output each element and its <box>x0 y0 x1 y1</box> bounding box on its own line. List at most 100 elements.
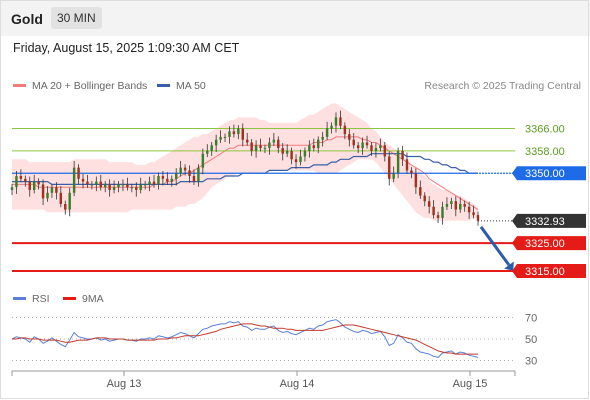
candle <box>294 159 298 163</box>
candle <box>201 153 205 168</box>
candle <box>254 145 258 151</box>
candle <box>19 176 23 179</box>
candle <box>290 150 293 160</box>
candle <box>383 145 387 157</box>
legend-bollinger: MA 20 + Bollinger Bands <box>13 80 147 92</box>
rsi-tick-label: 30 <box>525 356 537 368</box>
candle <box>459 203 462 210</box>
candle <box>268 142 271 149</box>
level-label-2: 3350.00 <box>525 168 565 180</box>
candle <box>90 184 94 186</box>
candle <box>436 215 440 218</box>
candle <box>334 117 338 126</box>
candle <box>143 184 147 186</box>
candle <box>28 181 31 190</box>
candle <box>317 139 320 149</box>
bollinger-band-area <box>12 103 478 221</box>
candle <box>414 173 418 188</box>
candle <box>419 187 422 196</box>
candle <box>68 192 71 210</box>
level-label-0: 3366.00 <box>525 124 565 136</box>
forecast-arrowhead <box>504 261 514 271</box>
candle <box>219 136 222 140</box>
candle <box>303 150 307 157</box>
candle <box>396 150 400 174</box>
candle <box>59 192 63 204</box>
candle <box>454 201 458 210</box>
candle <box>46 192 49 199</box>
candle <box>308 145 311 151</box>
candle <box>361 142 364 149</box>
x-tick-label: Aug 15 <box>453 378 488 390</box>
candle <box>410 170 413 174</box>
candle <box>192 176 196 182</box>
legend-rsi: RSI <box>13 293 50 305</box>
legend-swatch-rsi-ma <box>63 296 76 300</box>
candle <box>174 173 178 179</box>
candle <box>348 134 351 140</box>
candle <box>263 148 267 150</box>
candle <box>356 145 360 149</box>
candle <box>148 181 151 185</box>
candle <box>103 184 107 188</box>
candle <box>55 187 58 193</box>
candle <box>472 212 475 216</box>
candle <box>50 187 54 193</box>
legend-ma50: MA 50 <box>157 80 206 92</box>
timestamp: Friday, August 15, 2025 1:09:30 AM CET <box>13 41 240 55</box>
candle <box>352 139 355 146</box>
candle <box>432 206 435 216</box>
candle <box>170 178 173 182</box>
candle <box>161 176 165 179</box>
candle <box>445 203 449 207</box>
rsi-tick-label: 70 <box>525 312 537 324</box>
candle <box>374 148 378 151</box>
candle <box>379 145 382 149</box>
candle <box>37 181 40 185</box>
candle <box>130 187 134 189</box>
candle <box>206 150 209 154</box>
bollinger-ma20-line <box>12 136 479 211</box>
rsi-tick-label: 50 <box>525 334 537 346</box>
legend-bollinger-label: MA 20 + Bollinger Bands <box>32 80 148 92</box>
candle <box>95 181 98 185</box>
candle <box>281 148 284 154</box>
candle <box>126 184 129 188</box>
level-label-bg-4 <box>512 236 586 251</box>
legend-rsi-ma-label: 9MA <box>82 293 104 305</box>
candle <box>112 187 116 190</box>
candle <box>139 184 142 190</box>
candle <box>228 131 231 137</box>
candle <box>467 206 471 213</box>
level-label-bg-2 <box>512 166 586 181</box>
candle <box>32 181 36 190</box>
candle <box>450 201 453 204</box>
candle <box>259 145 262 149</box>
candle <box>277 139 280 149</box>
candle <box>81 178 85 182</box>
forecast-arrow-shaft <box>479 226 511 266</box>
candle <box>183 167 187 171</box>
timeframe-badge[interactable]: 30 MIN <box>51 7 102 29</box>
candle <box>312 145 316 149</box>
candle <box>427 201 431 207</box>
candle <box>321 136 324 140</box>
candle <box>179 167 182 174</box>
level-label-bg-3 <box>512 213 586 228</box>
candle <box>285 150 289 154</box>
candle <box>241 128 245 140</box>
candle <box>157 176 160 185</box>
candle <box>121 184 125 186</box>
candle <box>330 125 333 129</box>
level-label-3: 3332.93 <box>525 216 565 228</box>
candle <box>441 206 444 218</box>
candle <box>392 173 395 179</box>
candle <box>476 215 480 221</box>
x-tick-label: Aug 13 <box>107 378 142 390</box>
candle <box>237 128 240 135</box>
level-label-1: 3358.00 <box>525 146 565 158</box>
candle <box>152 181 156 185</box>
x-tick-label: Aug 14 <box>280 378 315 390</box>
candle <box>41 184 45 199</box>
